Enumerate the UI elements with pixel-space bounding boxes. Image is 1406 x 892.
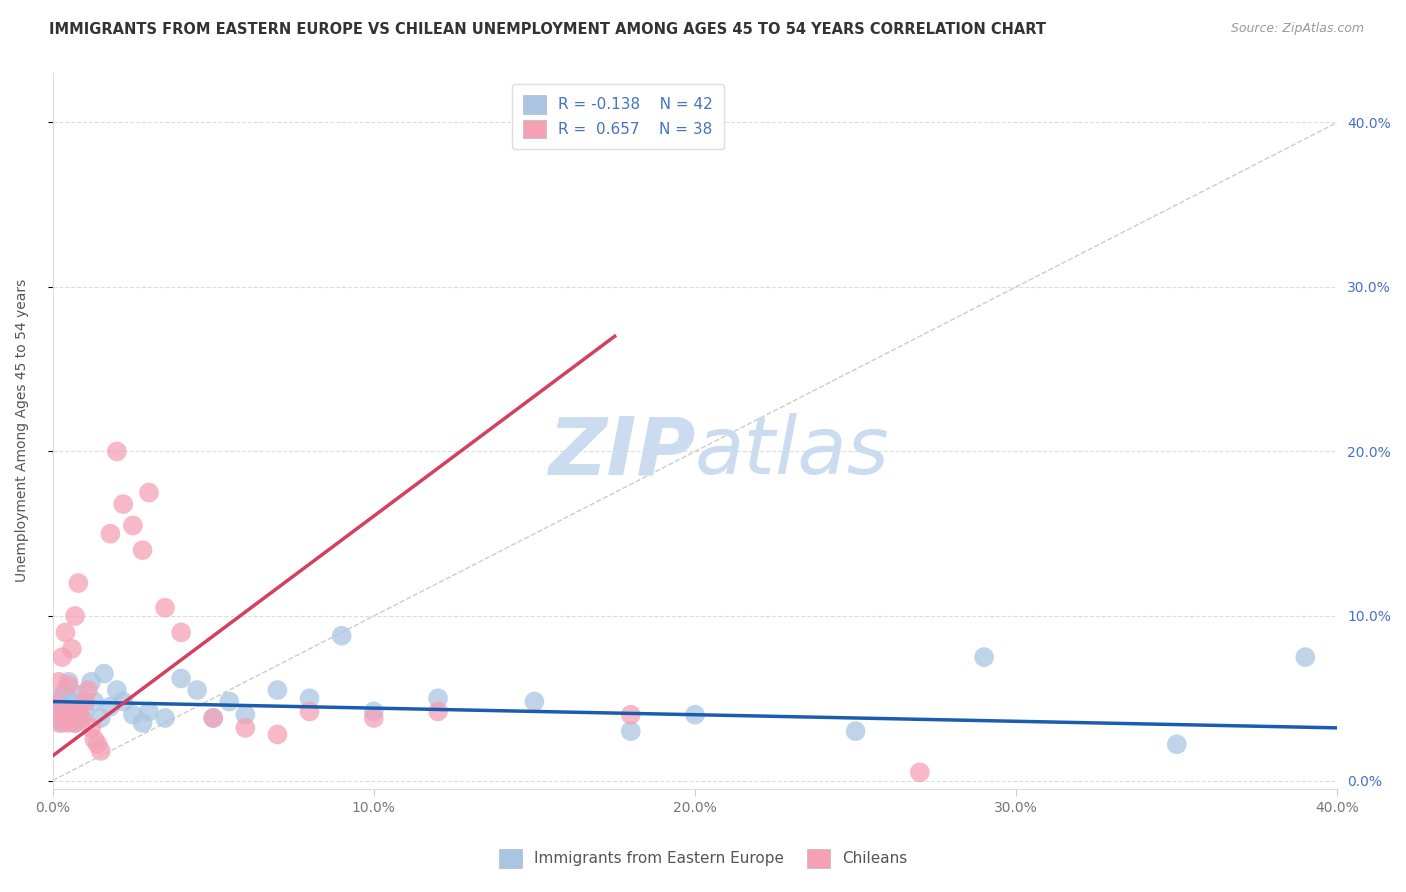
- Point: [105, 444, 128, 458]
- Point: [48, 691, 70, 706]
- Point: [131, 715, 153, 730]
- Point: [218, 694, 240, 708]
- Point: [55, 711, 77, 725]
- Point: [100, 526, 122, 541]
- Point: [131, 543, 153, 558]
- Point: [70, 711, 93, 725]
- Point: [80, 674, 103, 689]
- Point: [58, 707, 80, 722]
- Point: [266, 727, 288, 741]
- Point: [233, 721, 256, 735]
- Point: [186, 683, 208, 698]
- Point: [845, 724, 868, 739]
- Point: [138, 705, 160, 719]
- Point: [202, 711, 225, 725]
- Point: [122, 518, 145, 533]
- Point: [112, 497, 135, 511]
- Point: [620, 707, 643, 722]
- Point: [67, 688, 90, 702]
- Point: [83, 694, 105, 708]
- Point: [63, 609, 86, 624]
- Point: [683, 707, 706, 722]
- Point: [427, 705, 450, 719]
- Point: [138, 485, 160, 500]
- Text: IMMIGRANTS FROM EASTERN EUROPE VS CHILEAN UNEMPLOYMENT AMONG AGES 45 TO 54 YEARS: IMMIGRANTS FROM EASTERN EUROPE VS CHILEA…: [49, 22, 1046, 37]
- Point: [83, 732, 105, 747]
- Point: [77, 683, 100, 698]
- Y-axis label: Unemployment Among Ages 45 to 54 years: Unemployment Among Ages 45 to 54 years: [15, 279, 30, 582]
- Point: [153, 600, 176, 615]
- Point: [80, 721, 103, 735]
- Point: [523, 694, 546, 708]
- Point: [55, 625, 77, 640]
- Text: ZIP: ZIP: [547, 413, 695, 491]
- Point: [298, 705, 321, 719]
- Point: [67, 705, 90, 719]
- Point: [105, 683, 128, 698]
- Point: [86, 737, 108, 751]
- Point: [1294, 650, 1316, 665]
- Point: [73, 694, 96, 708]
- Point: [330, 629, 353, 643]
- Point: [122, 707, 145, 722]
- Text: Source: ZipAtlas.com: Source: ZipAtlas.com: [1230, 22, 1364, 36]
- Point: [55, 711, 77, 725]
- Legend: Immigrants from Eastern Europe, Chileans: Immigrants from Eastern Europe, Chileans: [492, 843, 914, 873]
- Point: [90, 744, 112, 758]
- Point: [908, 765, 931, 780]
- Point: [202, 711, 225, 725]
- Point: [70, 711, 93, 725]
- Point: [266, 683, 288, 698]
- Point: [48, 674, 70, 689]
- Point: [427, 691, 450, 706]
- Point: [60, 694, 83, 708]
- Point: [58, 674, 80, 689]
- Point: [45, 711, 67, 725]
- Point: [51, 715, 73, 730]
- Point: [51, 650, 73, 665]
- Point: [233, 707, 256, 722]
- Point: [45, 694, 67, 708]
- Point: [1166, 737, 1188, 751]
- Point: [170, 625, 193, 640]
- Point: [51, 707, 73, 722]
- Point: [298, 691, 321, 706]
- Legend: R = -0.138    N = 42, R =  0.657    N = 38: R = -0.138 N = 42, R = 0.657 N = 38: [512, 84, 724, 149]
- Point: [973, 650, 995, 665]
- Point: [620, 724, 643, 739]
- Point: [93, 666, 115, 681]
- Point: [153, 711, 176, 725]
- Point: [112, 694, 135, 708]
- Point: [363, 711, 385, 725]
- Point: [100, 699, 122, 714]
- Point: [48, 705, 70, 719]
- Point: [73, 705, 96, 719]
- Point: [90, 711, 112, 725]
- Point: [170, 672, 193, 686]
- Point: [55, 683, 77, 698]
- Point: [60, 705, 83, 719]
- Point: [60, 641, 83, 656]
- Point: [363, 705, 385, 719]
- Point: [51, 699, 73, 714]
- Point: [67, 576, 90, 591]
- Point: [58, 715, 80, 730]
- Point: [63, 715, 86, 730]
- Text: atlas: atlas: [695, 413, 890, 491]
- Point: [48, 715, 70, 730]
- Point: [58, 678, 80, 692]
- Point: [63, 715, 86, 730]
